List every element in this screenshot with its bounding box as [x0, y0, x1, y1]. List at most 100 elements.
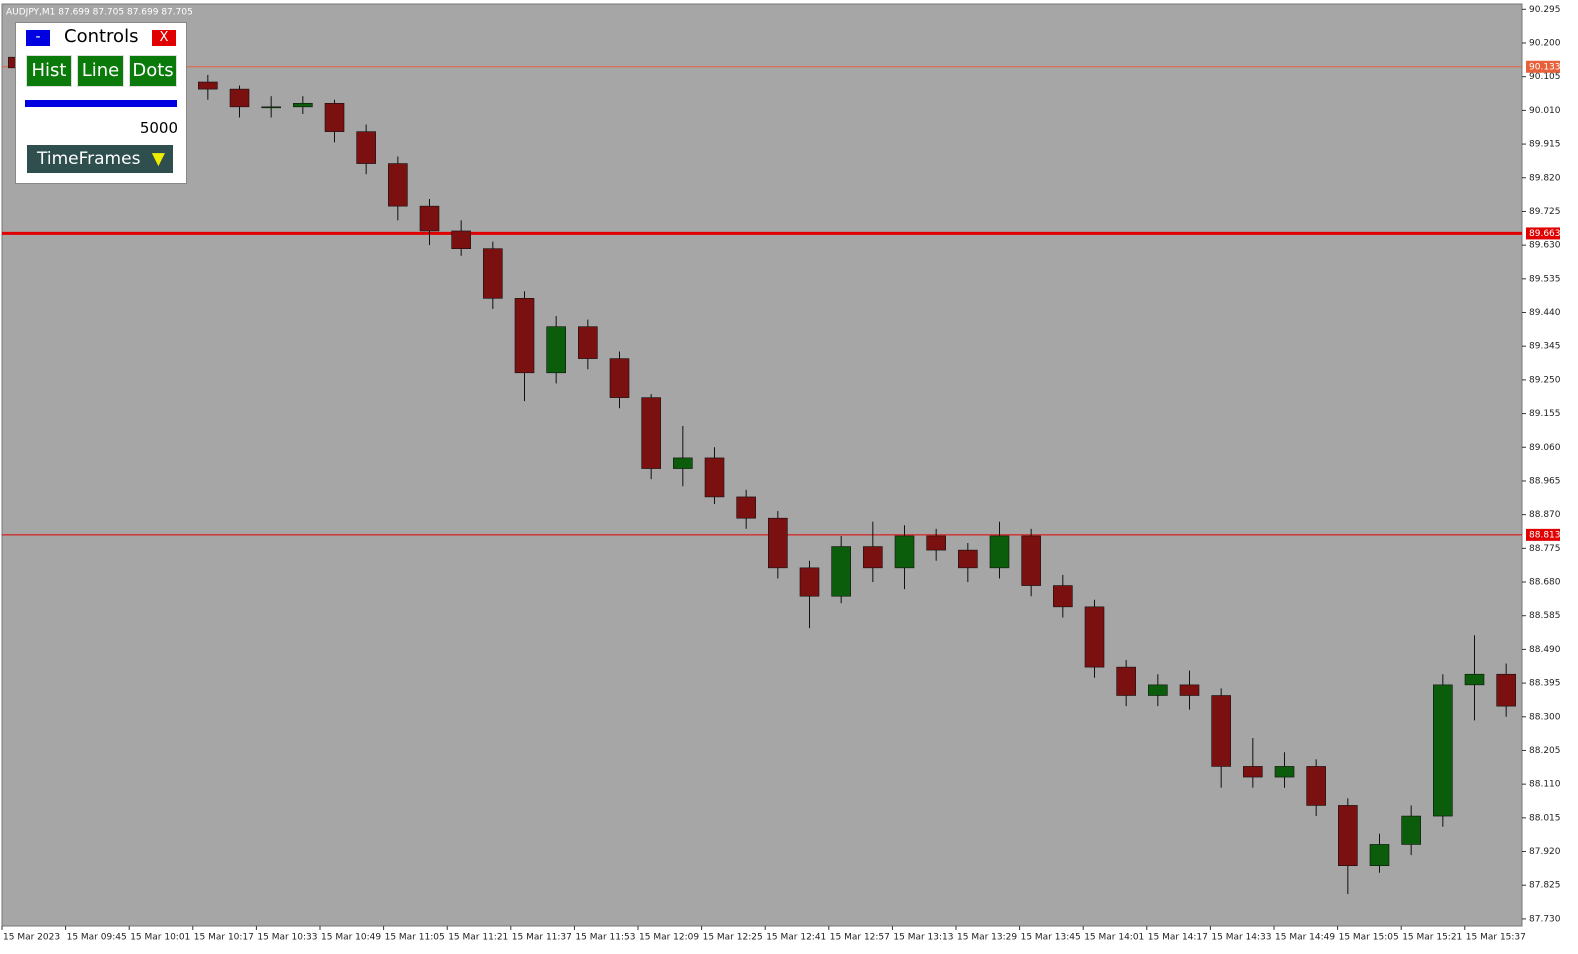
candle-body	[1496, 673, 1516, 707]
level-label: 89.663	[1529, 229, 1561, 239]
x-tick-label: 15 Mar 11:05	[385, 933, 445, 943]
controls-panel: - Controls X Hist Line Dots 5000 TimeFra…	[15, 22, 187, 184]
close-button[interactable]: X	[152, 30, 176, 46]
x-tick-label: 15 Mar 14:01	[1084, 933, 1144, 943]
candle-body	[229, 88, 250, 108]
candle-body	[324, 102, 345, 132]
plot-area	[1, 3, 1523, 927]
y-tick-label: 88.395	[1529, 679, 1561, 689]
y-tick-label: 89.725	[1529, 207, 1561, 217]
candle-body	[1243, 766, 1263, 778]
candle-body	[1179, 684, 1200, 696]
candle-body	[609, 358, 630, 398]
candle-body	[578, 326, 598, 359]
dots-button[interactable]: Dots	[129, 55, 177, 87]
x-tick-label: 15 Mar 13:45	[1021, 933, 1081, 943]
x-tick-label: 15 Mar 14:17	[1148, 933, 1208, 943]
candle-body	[1401, 815, 1421, 845]
candle-body	[768, 517, 788, 569]
candle-body	[356, 131, 376, 164]
y-tick-label: 89.250	[1529, 375, 1561, 385]
x-tick-label: 15 Mar 15:37	[1466, 933, 1526, 943]
x-tick-label: 15 Mar 11:53	[575, 933, 635, 943]
y-tick-label: 90.010	[1529, 106, 1561, 116]
candle-body	[293, 102, 313, 108]
timeframes-dropdown[interactable]: TimeFrames ▼	[27, 145, 173, 173]
y-tick-label: 89.345	[1529, 342, 1561, 352]
y-tick-label: 88.110	[1529, 780, 1561, 790]
candle-body	[419, 205, 440, 232]
y-tick-label: 88.965	[1529, 476, 1561, 486]
candle-body	[546, 326, 566, 374]
y-tick-label: 89.155	[1529, 409, 1561, 419]
y-tick-label: 88.205	[1529, 746, 1561, 756]
candle-body	[483, 248, 503, 299]
candle-body	[1116, 666, 1136, 696]
candle-body	[799, 567, 820, 597]
candle-body	[388, 163, 408, 207]
dropdown-label: TimeFrames	[37, 149, 141, 169]
x-tick-label: 15 Mar 12:57	[830, 933, 890, 943]
x-tick-label: 15 Mar 10:01	[130, 933, 190, 943]
candle-body	[1369, 844, 1390, 867]
x-tick-label: 15 Mar 10:33	[257, 933, 317, 943]
y-tick-label: 89.440	[1529, 308, 1561, 318]
x-tick-label: 15 Mar 15:21	[1402, 933, 1462, 943]
x-tick-label: 15 Mar 2023	[3, 933, 60, 943]
level-tag	[1526, 227, 1560, 240]
y-tick-label: 87.730	[1529, 914, 1561, 924]
y-tick-label: 88.300	[1529, 712, 1561, 722]
x-tick-label: 15 Mar 11:21	[448, 933, 508, 943]
candle-body	[863, 546, 883, 569]
y-tick-label: 89.535	[1529, 274, 1561, 284]
candle-body	[926, 535, 946, 551]
candle-body	[641, 397, 661, 469]
x-tick-label: 15 Mar 14:33	[1211, 933, 1271, 943]
y-tick-label: 90.295	[1529, 5, 1561, 15]
panel-title: Controls	[64, 26, 139, 47]
hist-button[interactable]: Hist	[26, 55, 72, 87]
candle-body	[1464, 673, 1485, 686]
y-tick-label: 88.870	[1529, 510, 1561, 520]
candle-body	[514, 298, 535, 374]
candle-body	[1148, 684, 1168, 696]
candle-body	[1433, 684, 1453, 817]
candle-body	[1274, 766, 1295, 778]
candle-body	[989, 535, 1010, 569]
minimize-button[interactable]: -	[26, 30, 50, 46]
x-tick-label: 15 Mar 10:49	[321, 933, 381, 943]
y-tick-label: 90.200	[1529, 39, 1561, 49]
candle-body	[1053, 585, 1073, 608]
candle-body	[198, 81, 218, 90]
x-tick-label: 15 Mar 12:41	[766, 933, 826, 943]
x-tick-label: 15 Mar 13:13	[893, 933, 953, 943]
y-tick-label: 87.825	[1529, 881, 1561, 891]
level-tag	[1526, 528, 1560, 541]
candle-body	[894, 535, 915, 569]
candle-body	[261, 106, 281, 109]
level-tag	[1526, 60, 1560, 73]
line-button[interactable]: Line	[77, 55, 124, 87]
slider[interactable]	[25, 100, 177, 107]
y-tick-label: 88.015	[1529, 813, 1561, 823]
x-tick-label: 15 Mar 14:49	[1275, 933, 1335, 943]
candle-body	[736, 496, 756, 519]
dropdown-arrow: ▼	[151, 149, 165, 169]
y-tick-label: 87.920	[1529, 847, 1561, 857]
y-tick-label: 89.915	[1529, 140, 1561, 150]
x-tick-label: 15 Mar 12:25	[703, 933, 763, 943]
slider-value: 5000	[139, 119, 178, 137]
x-tick-label: 15 Mar 12:09	[639, 933, 699, 943]
x-tick-label: 15 Mar 11:37	[512, 933, 572, 943]
y-tick-label: 88.585	[1529, 611, 1561, 621]
candle-body	[451, 230, 471, 249]
candle-body	[1084, 606, 1105, 668]
x-tick-label: 15 Mar 10:17	[194, 933, 254, 943]
candle-body	[1021, 535, 1041, 586]
level-label: 88.813	[1529, 530, 1561, 540]
y-tick-label: 89.060	[1529, 443, 1561, 453]
candle-body	[831, 546, 851, 597]
candle-body	[673, 457, 693, 469]
